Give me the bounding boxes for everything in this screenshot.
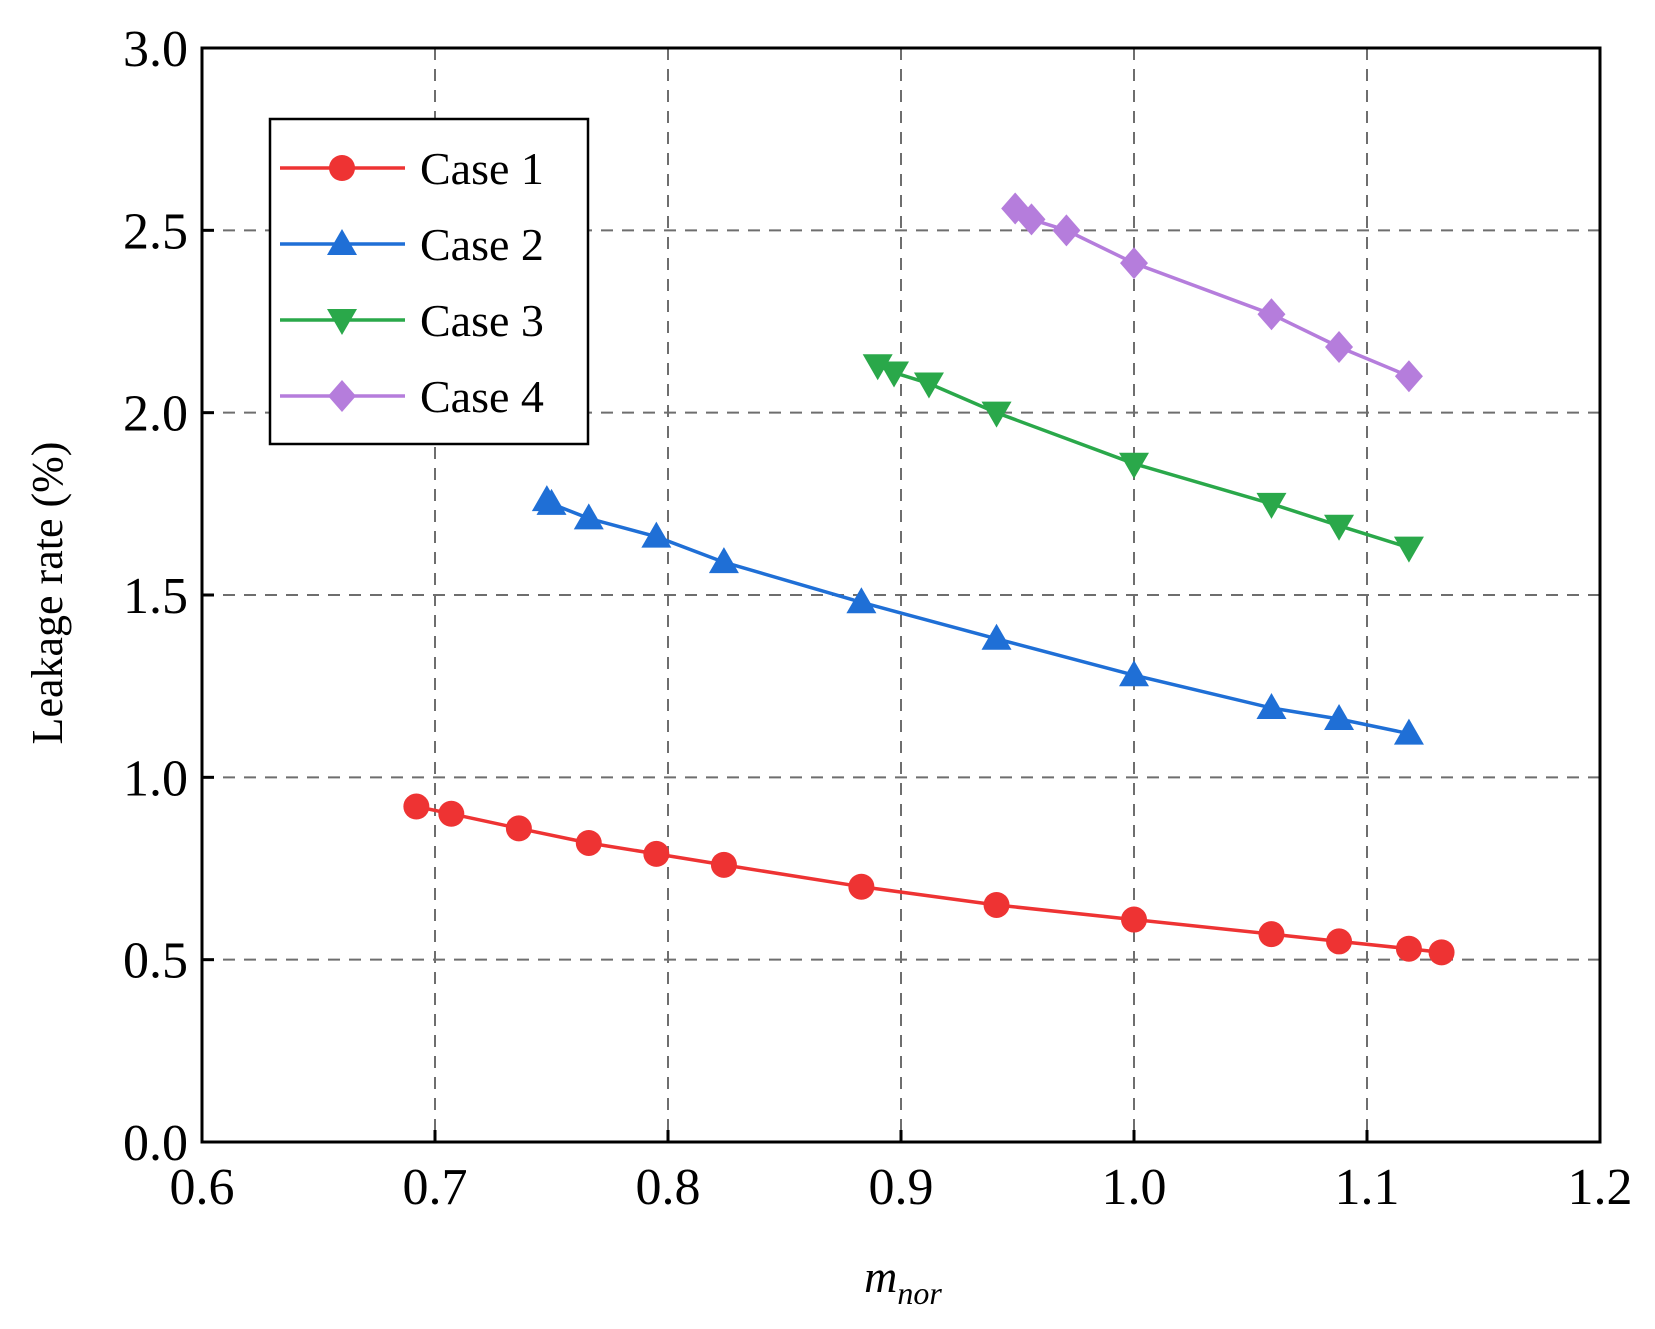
legend-label: Case 4 [420, 371, 544, 422]
data-point [1017, 203, 1046, 236]
data-point [1395, 935, 1422, 962]
data-point [710, 851, 737, 878]
data-point [1428, 939, 1455, 966]
grid [202, 48, 1600, 1142]
data-point [575, 829, 602, 856]
data-point [981, 623, 1012, 650]
series-case-2 [531, 485, 1424, 745]
data-point [573, 503, 604, 530]
x-axis-title: mnor [864, 1251, 942, 1311]
legend-item-case-4: Case 4 [280, 371, 544, 422]
legend-marker [327, 309, 357, 335]
data-point [708, 547, 739, 574]
data-point [1326, 928, 1353, 955]
data-point [913, 372, 944, 399]
y-tick-label: 2.0 [123, 386, 188, 443]
series-line [545, 498, 1410, 736]
series-case-1 [403, 793, 1455, 966]
series-layer [403, 192, 1455, 966]
x-tick-label: 1.2 [1568, 1159, 1633, 1216]
data-point [403, 793, 430, 820]
data-point [848, 873, 875, 900]
y-axis-title: Leakage rate (%) [23, 442, 72, 745]
data-point [1119, 452, 1149, 479]
data-point [1257, 298, 1286, 331]
data-point [1001, 192, 1030, 225]
y-tick-label: 1.0 [123, 750, 188, 807]
x-axis-title-subscript: nor [897, 1275, 942, 1311]
data-point [981, 401, 1012, 428]
series-line [416, 804, 1442, 955]
data-point [1324, 514, 1355, 541]
x-tick-label: 0.6 [170, 1159, 235, 1216]
y-tick-label: 3.0 [123, 21, 188, 78]
data-point [879, 361, 910, 388]
y-tick-label: 1.5 [123, 568, 188, 625]
data-point [641, 521, 672, 548]
data-point [1393, 536, 1424, 563]
x-tick-label: 1.1 [1335, 1159, 1400, 1216]
axis-ticks [200, 46, 1602, 1144]
y-tick-label: 0.5 [123, 933, 188, 990]
series-case-3 [862, 354, 1424, 563]
x-axis-title-main: m [864, 1251, 897, 1302]
y-tick-label: 2.5 [123, 203, 188, 260]
data-point [1258, 921, 1285, 948]
y-tick-label: 0.0 [123, 1115, 188, 1172]
data-point [505, 815, 532, 842]
x-tick-label: 0.8 [636, 1159, 701, 1216]
data-point [438, 800, 465, 827]
legend-marker [327, 229, 357, 255]
legend-label: Case 1 [420, 143, 544, 194]
x-tick-label: 0.9 [869, 1159, 934, 1216]
data-point [1324, 703, 1355, 730]
legend-items: Case 1 Case 2 Case 3 Case 4 [280, 143, 544, 422]
x-tick-label: 0.7 [403, 1159, 468, 1216]
data-point [862, 354, 893, 381]
legend-box [268, 117, 590, 446]
data-point [1256, 693, 1287, 720]
tick-labels: 0.6 0.7 0.8 0.9 1.0 1.1 1.2 0.0 0.5 1.0 1.5 2.0 2.5 3… [123, 21, 1633, 1216]
legend-label: Case 2 [420, 219, 544, 270]
data-point [1394, 360, 1423, 393]
data-point [1121, 906, 1147, 933]
legend-item-case-2: Case 2 [280, 219, 544, 270]
data-point [1325, 331, 1354, 364]
data-point [846, 587, 877, 614]
data-point [643, 840, 670, 867]
data-point [983, 891, 1010, 918]
data-point [1393, 718, 1424, 745]
legend-marker [328, 380, 356, 412]
legend-marker [329, 155, 355, 181]
data-point [1119, 660, 1149, 687]
legend-item-case-1: Case 1 [280, 143, 544, 194]
data-point [1256, 492, 1287, 519]
legend-label: Case 3 [420, 295, 544, 346]
legend-item-case-3: Case 3 [280, 295, 544, 346]
data-point [1052, 214, 1081, 247]
series-case-4 [1001, 192, 1423, 393]
data-point [1120, 247, 1148, 280]
data-point [536, 488, 567, 515]
legend: Case 1 Case 2 Case 3 Case 4 [268, 117, 590, 446]
x-tick-label: 1.0 [1102, 1159, 1167, 1216]
